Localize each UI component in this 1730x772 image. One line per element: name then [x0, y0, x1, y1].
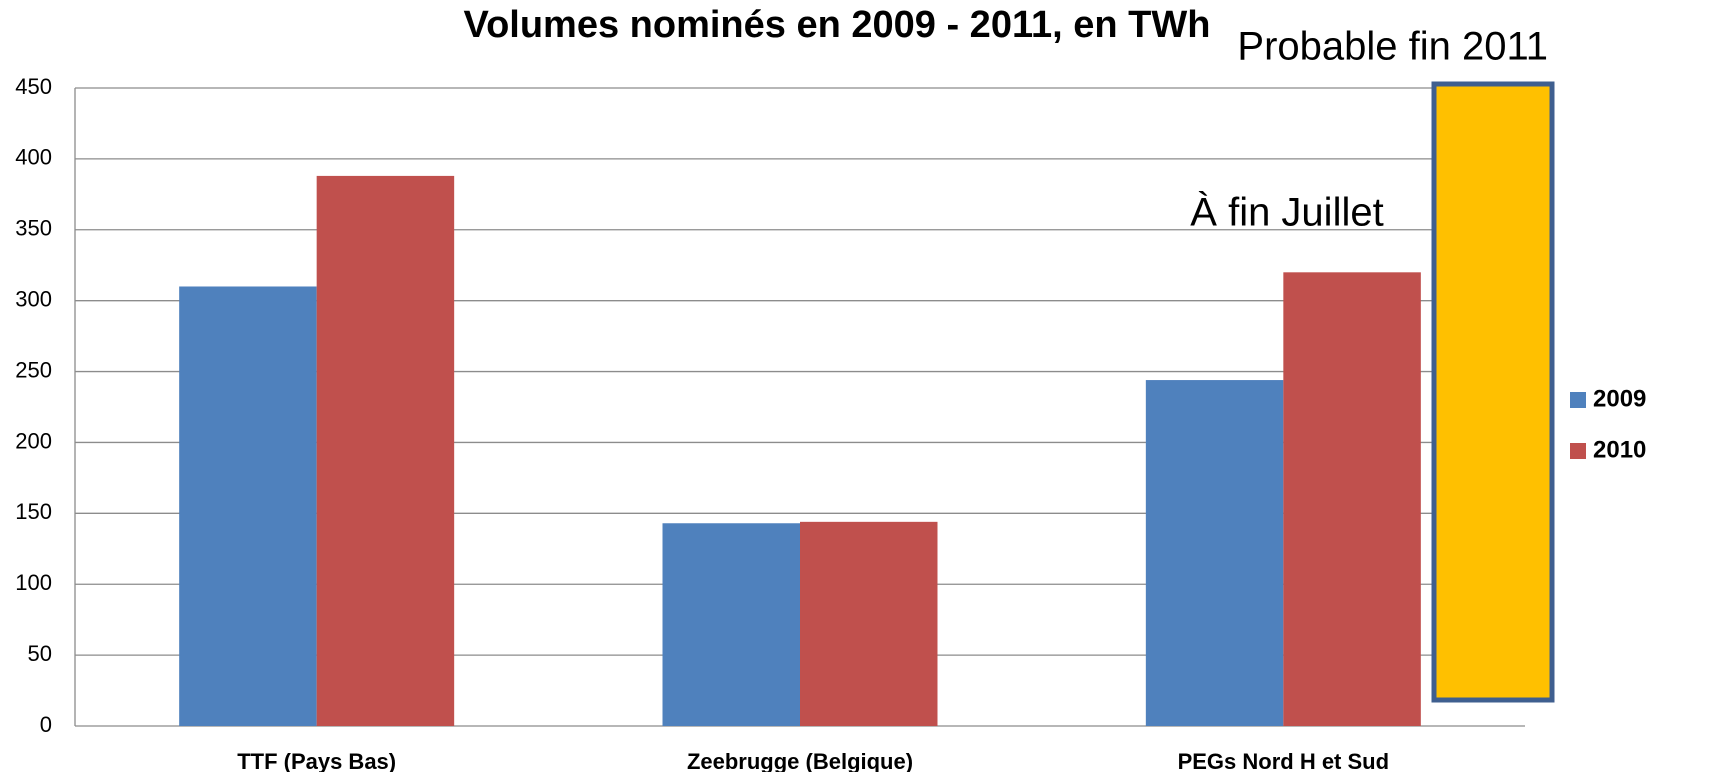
highlight-box: [1431, 81, 1555, 703]
legend-swatch: [1570, 443, 1586, 459]
y-tick-label: 300: [15, 286, 52, 311]
x-tick-label: PEGs Nord H et Sud: [1178, 749, 1389, 772]
bar: [662, 523, 800, 726]
y-tick-label: 150: [15, 499, 52, 524]
y-tick-label: 50: [28, 641, 52, 666]
y-tick-label: 250: [15, 357, 52, 382]
bar: [316, 175, 455, 726]
bar: [1145, 380, 1284, 726]
y-tick-label: 400: [15, 145, 52, 170]
legend-label: 2010: [1593, 436, 1646, 463]
y-tick-label: 200: [15, 428, 52, 453]
annotation: À fin Juillet: [1190, 190, 1383, 235]
chart-title: Volumes nominés en 2009 - 2011, en TWh: [464, 4, 1211, 46]
y-tick-label: 350: [15, 216, 52, 241]
y-tick-label: 450: [15, 74, 52, 99]
y-tick-label: 0: [40, 712, 52, 737]
legend-label: 2009: [1593, 385, 1646, 412]
x-tick-label: TTF (Pays Bas): [237, 749, 396, 772]
legend-swatch: [1570, 392, 1586, 408]
bar: [179, 286, 317, 726]
x-tick-label: Zeebrugge (Belgique): [687, 749, 913, 772]
y-tick-label: 100: [15, 570, 52, 595]
bar: [800, 521, 938, 726]
annotation: Probable fin 2011: [1237, 25, 1548, 69]
bar: [1283, 272, 1421, 726]
